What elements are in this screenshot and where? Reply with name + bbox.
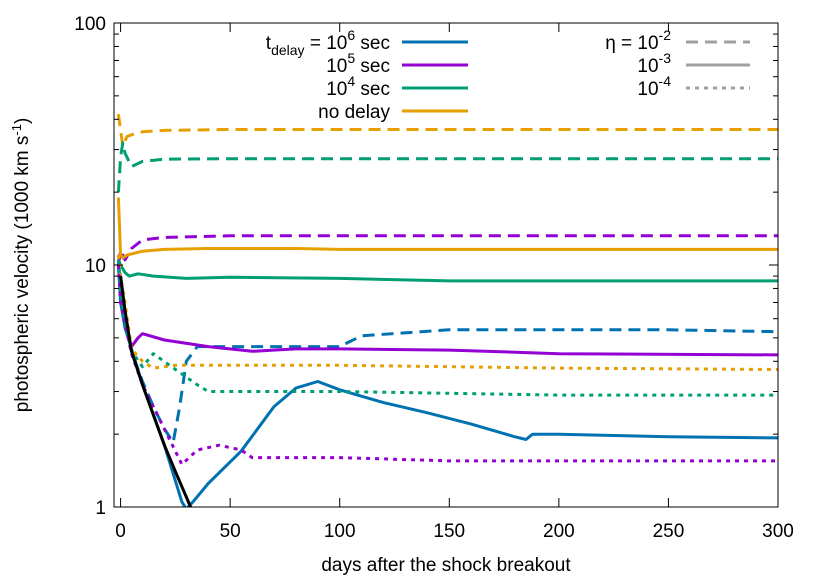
plot-frame xyxy=(113,22,779,508)
x-tick-label: 300 xyxy=(762,521,794,542)
legend-label-d0: no delay xyxy=(318,102,390,123)
series-line-d6-e3 xyxy=(116,264,778,507)
axis-ticks: 0 50 100 150 200 250 300 1 10 100 xyxy=(74,14,794,542)
series-line-d4-e3 xyxy=(117,259,778,283)
x-tick-label: 250 xyxy=(653,521,685,542)
series-line-d4-e2 xyxy=(116,141,778,193)
y-tick-label: 100 xyxy=(74,14,106,35)
x-axis-label: days after the shock breakout xyxy=(321,555,571,576)
series-line-d0-e4 xyxy=(116,254,778,371)
series-layer xyxy=(116,113,778,507)
series-line-d0-e2 xyxy=(116,113,778,148)
y-tick-label: 10 xyxy=(85,256,106,277)
series-line-d5-e3 xyxy=(116,259,778,357)
series-line-d5-e2 xyxy=(116,234,778,266)
legend-label-d6: tdelay = 106 sec xyxy=(266,27,390,58)
series-line-d0-e3 xyxy=(116,197,778,260)
legend-label-e4: 10-4 xyxy=(637,73,671,100)
series-line-d5-e4 xyxy=(116,264,778,466)
legend-label-e2: η = 10-2 xyxy=(605,27,671,54)
x-tick-label: 50 xyxy=(220,521,241,542)
legend-label-d5: 105 sec xyxy=(326,50,390,77)
x-tick-label: 200 xyxy=(543,521,575,542)
x-tick-label: 150 xyxy=(433,521,465,542)
x-tick-label: 100 xyxy=(324,521,356,542)
y-axis-label: photospheric velocity (1000 km s-1) xyxy=(9,118,33,413)
series-line-none-none xyxy=(119,275,193,507)
y-tick-label: 1 xyxy=(95,498,106,519)
series-line-d6-e2 xyxy=(116,264,778,444)
x-tick-label: 0 xyxy=(115,521,126,542)
legend-label-d4: 104 sec xyxy=(326,73,390,100)
legend-label-e3: 10-3 xyxy=(637,50,671,77)
